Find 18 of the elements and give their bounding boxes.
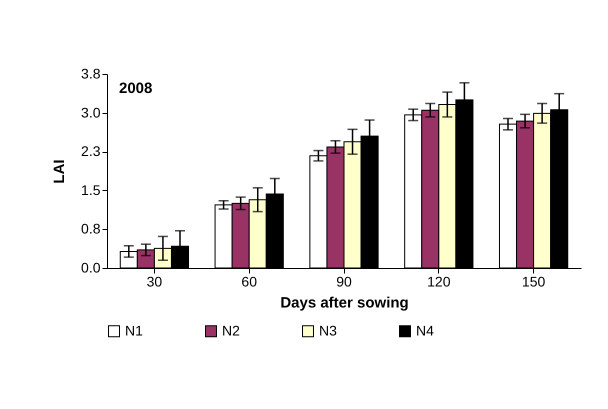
y-tick-label: 3.8 <box>81 66 101 82</box>
legend-label: N4 <box>416 322 434 338</box>
y-tick-label: 0.8 <box>81 220 101 237</box>
legend-label: N2 <box>222 322 240 338</box>
x-tick-label: 150 <box>522 274 546 290</box>
y-tick-label: 1.5 <box>81 182 101 198</box>
x-tick-label: 60 <box>241 274 258 290</box>
x-tick-label: 120 <box>427 274 451 290</box>
legend-label: N3 <box>319 322 338 338</box>
x-tick-label: 90 <box>336 274 352 290</box>
y-tick-label: 0.0 <box>81 260 101 276</box>
annotation: 2008 <box>119 80 152 97</box>
legend-label: N1 <box>125 322 144 338</box>
x-tick-label: 30 <box>146 274 162 290</box>
x-axis-title: Days after sowing <box>280 294 409 312</box>
y-tick-label: 2.3 <box>81 143 101 160</box>
y-tick-label: 3.0 <box>81 104 101 120</box>
y-axis-title: LAI <box>51 159 68 184</box>
